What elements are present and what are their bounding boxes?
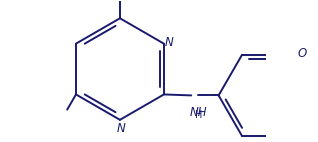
Text: N: N	[165, 36, 174, 49]
Text: O: O	[298, 47, 307, 60]
Text: H: H	[195, 110, 202, 120]
Text: N: N	[116, 122, 125, 135]
Text: NH: NH	[190, 106, 207, 119]
